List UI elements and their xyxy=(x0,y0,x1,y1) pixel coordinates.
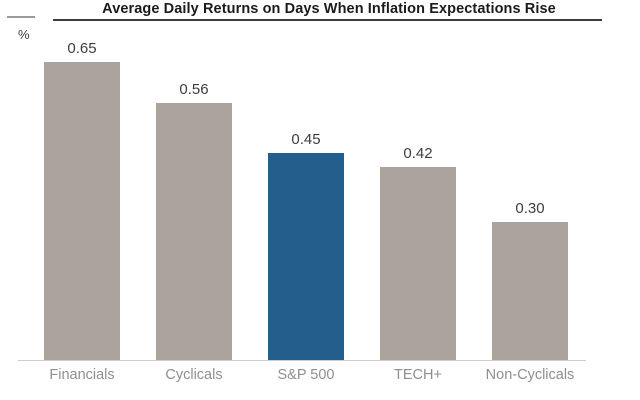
bar-category-label: TECH+ xyxy=(394,367,442,383)
bar-value-label: 0.30 xyxy=(515,200,545,217)
y-axis-unit-label: % xyxy=(18,27,30,42)
bar-category-label: S&P 500 xyxy=(277,367,335,383)
bar-rect xyxy=(156,103,232,360)
decorative-corner-line xyxy=(7,16,35,18)
bar-value-label: 0.45 xyxy=(291,131,321,148)
bar-rect xyxy=(44,62,120,360)
bar-group: 0.65 Financials xyxy=(44,0,120,400)
title-underline-rule xyxy=(53,19,602,21)
bar-category-label: Cyclicals xyxy=(165,367,223,383)
bar-rect xyxy=(380,167,456,360)
bar-group: 0.30 Non-Cyclicals xyxy=(486,0,575,400)
bar-category-label: Non-Cyclicals xyxy=(485,367,575,383)
bar-value-label: 0.56 xyxy=(179,81,209,98)
bar-group: 0.42 TECH+ xyxy=(380,0,456,400)
bar-category-label: Financials xyxy=(49,367,115,383)
bar-rect xyxy=(492,222,568,360)
chart-title: Average Daily Returns on Days When Infla… xyxy=(102,1,556,17)
bar-group: 0.56 Cyclicals xyxy=(156,0,232,400)
bar-group: 0.45 S&P 500 xyxy=(268,0,344,400)
bar-value-label: 0.42 xyxy=(403,145,433,162)
x-axis-baseline xyxy=(18,360,586,361)
bar-value-label: 0.65 xyxy=(67,40,97,57)
bar-rect-highlighted xyxy=(268,153,344,360)
